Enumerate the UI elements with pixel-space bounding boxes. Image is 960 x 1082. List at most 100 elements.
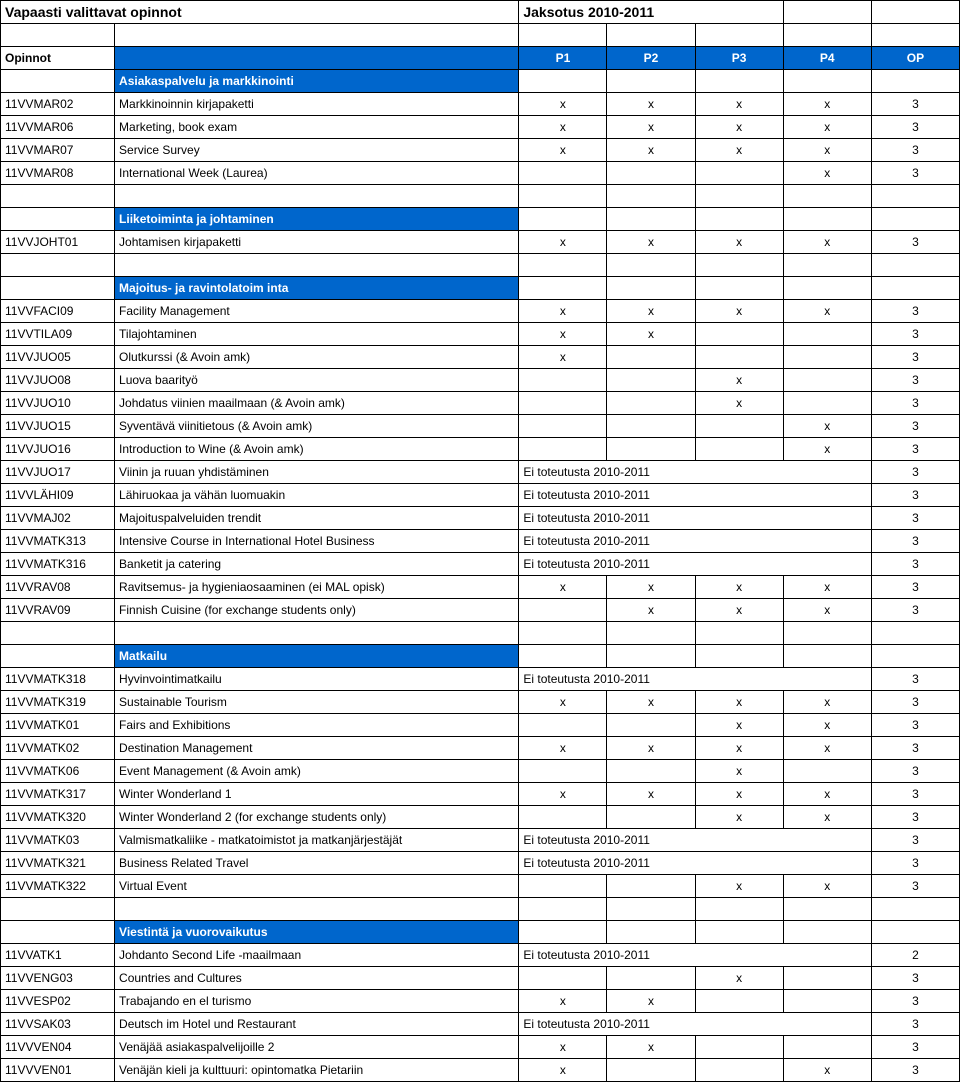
p2-cell bbox=[607, 438, 695, 461]
p2-cell bbox=[607, 346, 695, 369]
section-header: Viestintä ja vuorovaikutus bbox=[115, 921, 519, 944]
header-opinnot: Opinnot bbox=[1, 47, 115, 70]
course-name: Trabajando en el turismo bbox=[115, 990, 519, 1013]
course-name: Viinin ja ruuan yhdistäminen bbox=[115, 461, 519, 484]
p1-cell: x bbox=[519, 1059, 607, 1082]
course-code: 11VVMAR07 bbox=[1, 139, 115, 162]
table-row: 11VVJUO16Introduction to Wine (& Avoin a… bbox=[1, 438, 960, 461]
course-name: Venäjän kieli ja kulttuuri: opintomatka … bbox=[115, 1059, 519, 1082]
course-name: Business Related Travel bbox=[115, 852, 519, 875]
course-code: 11VVMAR06 bbox=[1, 116, 115, 139]
op-cell: 3 bbox=[871, 116, 959, 139]
p4-cell bbox=[783, 1036, 871, 1059]
p1-cell bbox=[519, 415, 607, 438]
p1-cell bbox=[519, 438, 607, 461]
spacer-row bbox=[1, 24, 960, 47]
p3-cell: x bbox=[695, 231, 783, 254]
course-name: Hyvinvointimatkailu bbox=[115, 668, 519, 691]
section-header: Majoitus- ja ravintolatoim inta bbox=[115, 277, 519, 300]
table-row: 11VVJUO08Luova baarityöx3 bbox=[1, 369, 960, 392]
op-cell: 3 bbox=[871, 530, 959, 553]
p4-cell: x bbox=[783, 783, 871, 806]
course-code: 11VVMAJ02 bbox=[1, 507, 115, 530]
p4-cell: x bbox=[783, 139, 871, 162]
course-code: 11VVTILA09 bbox=[1, 323, 115, 346]
table-row: 11VVMATK316Banketit ja cateringEi toteut… bbox=[1, 553, 960, 576]
p4-cell: x bbox=[783, 300, 871, 323]
p1-cell: x bbox=[519, 783, 607, 806]
op-cell: 3 bbox=[871, 1013, 959, 1036]
course-code: 11VVRAV08 bbox=[1, 576, 115, 599]
course-code: 11VVMATK02 bbox=[1, 737, 115, 760]
op-cell: 3 bbox=[871, 369, 959, 392]
table-row: 11VVMATK313Intensive Course in Internati… bbox=[1, 530, 960, 553]
p2-cell bbox=[607, 415, 695, 438]
op-cell: 3 bbox=[871, 139, 959, 162]
p1-cell: x bbox=[519, 1036, 607, 1059]
course-code: 11VVATK1 bbox=[1, 944, 115, 967]
p2-cell: x bbox=[607, 116, 695, 139]
course-note: Ei toteutusta 2010-2011 bbox=[519, 484, 871, 507]
op-cell: 3 bbox=[871, 1036, 959, 1059]
course-code: 11VVMATK03 bbox=[1, 829, 115, 852]
op-cell: 3 bbox=[871, 1059, 959, 1082]
course-code: 11VVJUO05 bbox=[1, 346, 115, 369]
course-code: 11VVRAV09 bbox=[1, 599, 115, 622]
table-row: 11VVMATK319Sustainable Tourismxxxx3 bbox=[1, 691, 960, 714]
course-name: Majoituspalveluiden trendit bbox=[115, 507, 519, 530]
p4-cell: x bbox=[783, 93, 871, 116]
course-name: Luova baarityö bbox=[115, 369, 519, 392]
title-right: Jaksotus 2010-2011 bbox=[519, 1, 783, 24]
op-cell: 3 bbox=[871, 783, 959, 806]
course-code: 11VVJUO08 bbox=[1, 369, 115, 392]
spacer-row bbox=[1, 185, 960, 208]
course-code: 11VVVEN01 bbox=[1, 1059, 115, 1082]
p4-cell: x bbox=[783, 576, 871, 599]
course-name: Destination Management bbox=[115, 737, 519, 760]
section-header-row: Matkailu bbox=[1, 645, 960, 668]
course-code: 11VVJUO16 bbox=[1, 438, 115, 461]
course-name: Johdanto Second Life -maailmaan bbox=[115, 944, 519, 967]
p4-cell: x bbox=[783, 599, 871, 622]
p3-cell: x bbox=[695, 760, 783, 783]
table-row: 11VVMATK322Virtual Eventxx3 bbox=[1, 875, 960, 898]
p4-cell: x bbox=[783, 691, 871, 714]
p3-cell: x bbox=[695, 392, 783, 415]
header-op: OP bbox=[871, 47, 959, 70]
p1-cell: x bbox=[519, 691, 607, 714]
course-name: Lähiruokaa ja vähän luomuakin bbox=[115, 484, 519, 507]
p1-cell: x bbox=[519, 346, 607, 369]
op-cell: 3 bbox=[871, 93, 959, 116]
spacer-row bbox=[1, 898, 960, 921]
p1-cell bbox=[519, 714, 607, 737]
op-cell: 3 bbox=[871, 875, 959, 898]
table-row: 11VVLÄHI09Lähiruokaa ja vähän luomuakinE… bbox=[1, 484, 960, 507]
course-note: Ei toteutusta 2010-2011 bbox=[519, 530, 871, 553]
course-name: Tilajohtaminen bbox=[115, 323, 519, 346]
header-p3: P3 bbox=[695, 47, 783, 70]
course-name: Virtual Event bbox=[115, 875, 519, 898]
p2-cell: x bbox=[607, 231, 695, 254]
p4-cell: x bbox=[783, 162, 871, 185]
op-cell: 3 bbox=[871, 231, 959, 254]
course-name: Intensive Course in International Hotel … bbox=[115, 530, 519, 553]
course-name: Deutsch im Hotel und Restaurant bbox=[115, 1013, 519, 1036]
table-row: 11VVMAR08International Week (Laurea)x3 bbox=[1, 162, 960, 185]
p3-cell: x bbox=[695, 139, 783, 162]
op-cell: 3 bbox=[871, 990, 959, 1013]
op-cell: 3 bbox=[871, 714, 959, 737]
p1-cell bbox=[519, 162, 607, 185]
header-p2: P2 bbox=[607, 47, 695, 70]
p3-cell bbox=[695, 438, 783, 461]
p1-cell: x bbox=[519, 116, 607, 139]
p4-cell: x bbox=[783, 231, 871, 254]
p3-cell: x bbox=[695, 93, 783, 116]
op-cell: 3 bbox=[871, 300, 959, 323]
course-code: 11VVMATK317 bbox=[1, 783, 115, 806]
p1-cell: x bbox=[519, 990, 607, 1013]
course-name: Fairs and Exhibitions bbox=[115, 714, 519, 737]
course-name: Banketit ja catering bbox=[115, 553, 519, 576]
table-row: 11VVJUO17Viinin ja ruuan yhdistäminenEi … bbox=[1, 461, 960, 484]
course-code: 11VVJUO15 bbox=[1, 415, 115, 438]
table-row: 11VVSAK03Deutsch im Hotel und Restaurant… bbox=[1, 1013, 960, 1036]
